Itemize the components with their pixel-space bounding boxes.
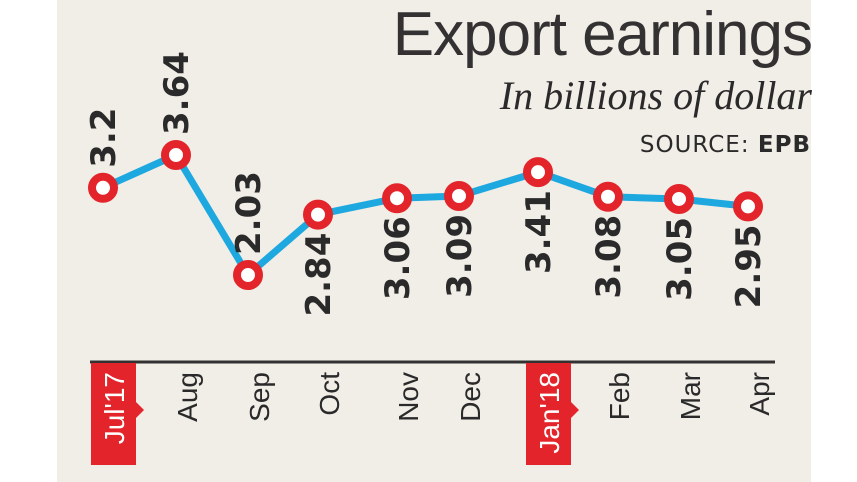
data-point-marker: [523, 157, 553, 188]
x-axis-tick-label: Jan'18: [534, 372, 565, 454]
value-label: 2.95: [729, 224, 769, 308]
value-label: 3.05: [660, 217, 700, 301]
value-label: 3.64: [157, 51, 197, 135]
source-label: SOURCE:: [639, 132, 750, 158]
x-axis-tick-label: Sep: [244, 372, 275, 422]
chart-panel: [57, 0, 811, 482]
data-point-marker: [88, 172, 118, 203]
data-point-marker: [382, 183, 412, 214]
data-point-marker: [161, 140, 191, 170]
value-label: 3.06: [378, 216, 418, 300]
chart-subtitle: In billions of dollar: [499, 73, 812, 118]
data-point-marker: [303, 199, 333, 230]
chart-source: SOURCE: EPB: [640, 134, 811, 157]
chart-title: Export earnings: [392, 0, 813, 69]
value-label: 3.08: [589, 215, 629, 299]
x-axis-tick-label: Jul'17: [99, 372, 130, 444]
value-label: 3.2: [84, 108, 124, 168]
x-axis-tick-label: Apr: [744, 372, 775, 416]
x-axis-tick-label: Mar: [675, 372, 706, 420]
data-line: [101, 151, 749, 279]
value-label: 2.84: [299, 233, 339, 317]
x-axis-tick-label: Aug: [172, 372, 203, 422]
value-label: 2.03: [229, 171, 269, 255]
data-point-marker: [233, 260, 263, 290]
x-axis-tick-label: Oct: [314, 372, 345, 416]
highlighted-category-tag: [526, 363, 579, 465]
data-point-marker: [733, 191, 763, 222]
value-label: 3.09: [440, 214, 480, 298]
data-point-marker: [593, 181, 623, 212]
highlighted-category-tag: [91, 363, 144, 465]
x-axis-tick-label: Nov: [393, 372, 424, 422]
x-axis-tick-label: Dec: [455, 372, 486, 422]
data-point-marker: [444, 180, 474, 211]
x-axis-tick-label: Feb: [604, 372, 635, 420]
data-point-marker: [664, 183, 694, 214]
source-value: EPB: [757, 132, 811, 158]
value-label: 3.41: [519, 190, 559, 274]
